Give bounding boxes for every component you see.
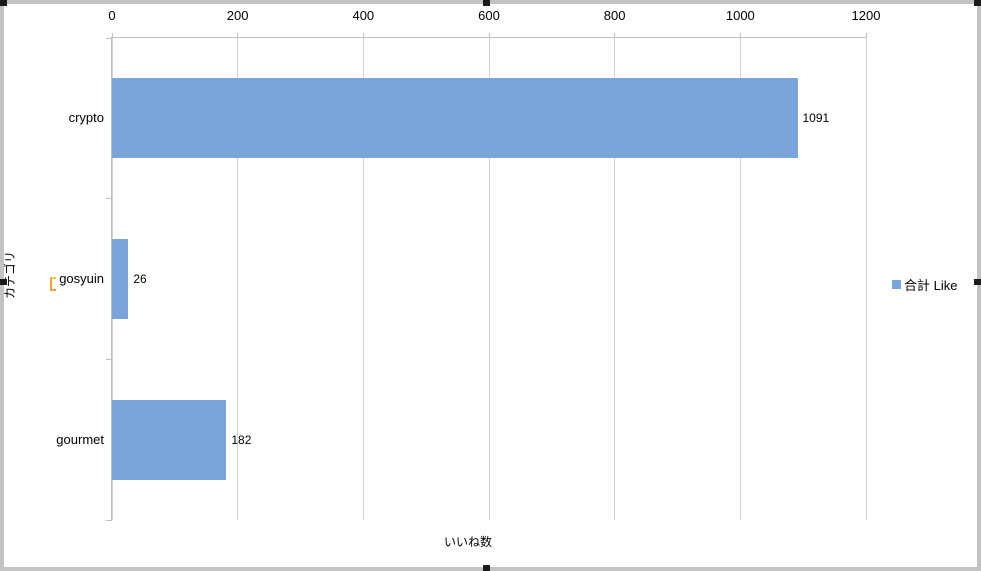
selection-handle-left-middle[interactable]	[0, 279, 7, 285]
text-cursor-artifact	[50, 277, 56, 291]
x-tick-label: 200	[226, 8, 249, 23]
selection-handle-right-middle[interactable]	[974, 279, 981, 285]
gridline	[614, 38, 616, 520]
value-axis-tick	[488, 33, 490, 38]
gridline	[739, 38, 741, 520]
x-tick-label: 400	[352, 8, 375, 23]
category-label: gourmet	[56, 431, 104, 447]
bar[interactable]	[112, 399, 227, 480]
value-axis-tick	[614, 33, 616, 38]
selection-handle-top-left[interactable]	[0, 0, 7, 6]
x-tick-label: 600	[478, 8, 500, 23]
selection-handle-top-center[interactable]	[483, 0, 490, 6]
gridline	[362, 38, 364, 520]
x-tick-label: 0	[108, 8, 116, 23]
category-label: gosyuin	[59, 271, 104, 286]
x-tick-label: 1200	[851, 8, 881, 23]
legend[interactable]: 合計 Like	[892, 276, 958, 293]
category-label: crypto	[68, 110, 104, 126]
gridline	[865, 38, 867, 520]
bar[interactable]	[112, 78, 798, 159]
category-axis-tick	[106, 519, 112, 521]
value-axis-tick	[739, 33, 741, 38]
value-axis-tick	[865, 33, 867, 38]
x-tick-label: 1000	[725, 8, 755, 23]
category-axis-tick	[106, 37, 112, 39]
y-axis-title: カテゴリ	[3, 251, 17, 300]
gridline	[488, 38, 490, 520]
bar[interactable]	[112, 239, 129, 319]
selection-handle-bottom-center[interactable]	[483, 565, 490, 571]
value-label: 1091	[802, 111, 830, 126]
value-label: 182	[231, 432, 252, 447]
value-axis-tick	[362, 33, 364, 38]
gridline	[237, 38, 239, 520]
category-axis-tick	[106, 198, 112, 200]
category-axis-line	[111, 37, 112, 520]
selection-handle-top-right[interactable]	[974, 0, 981, 6]
value-axis-line	[112, 37, 866, 38]
value-axis-tick	[111, 33, 113, 38]
legend-label: 合計 Like	[904, 277, 958, 293]
value-axis-tick	[237, 33, 239, 38]
legend-marker-swatch	[892, 279, 901, 289]
x-tick-label: 800	[603, 8, 626, 23]
value-label: 26	[133, 272, 147, 286]
category-axis-tick	[106, 358, 112, 360]
x-axis-title: いいね数	[443, 535, 492, 549]
